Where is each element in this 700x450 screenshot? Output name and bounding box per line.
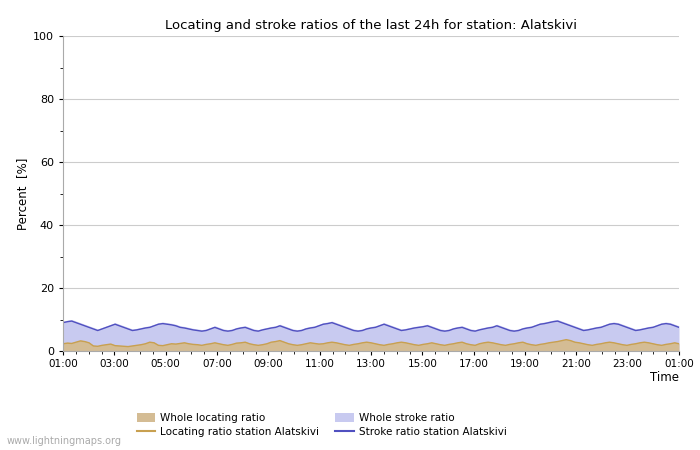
Y-axis label: Percent  [%]: Percent [%] [16,158,29,230]
Text: Time: Time [650,371,679,384]
Legend: Whole locating ratio, Locating ratio station Alatskivi, Whole stroke ratio, Stro: Whole locating ratio, Locating ratio sta… [136,413,507,437]
Text: www.lightningmaps.org: www.lightningmaps.org [7,436,122,446]
Title: Locating and stroke ratios of the last 24h for station: Alatskivi: Locating and stroke ratios of the last 2… [165,19,577,32]
